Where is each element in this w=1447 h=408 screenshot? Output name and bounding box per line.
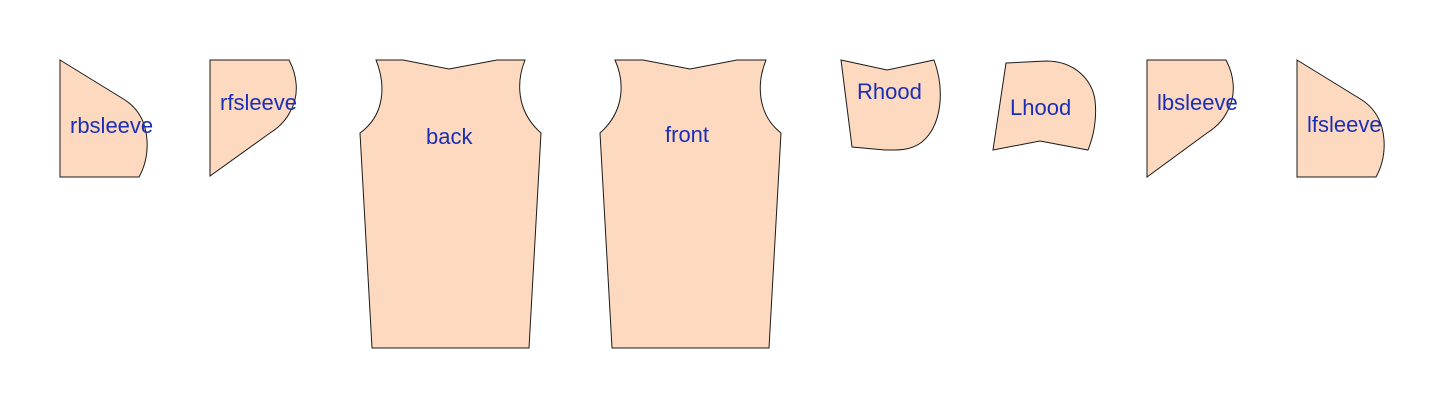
piece-rfsleeve-label: rfsleeve — [220, 90, 297, 115]
piece-rhood[interactable]: Rhood — [840, 59, 941, 151]
piece-lhood[interactable]: Lhood — [992, 60, 1097, 151]
piece-lbsleeve-label: lbsleeve — [1157, 90, 1238, 115]
piece-rhood-shape — [840, 59, 941, 151]
piece-back-label: back — [426, 124, 473, 149]
piece-front[interactable]: front — [599, 59, 782, 349]
piece-back[interactable]: back — [359, 59, 542, 349]
piece-front-shape — [599, 59, 782, 349]
piece-lfsleeve-shape — [1296, 59, 1385, 178]
piece-lfsleeve[interactable]: lfsleeve — [1296, 59, 1385, 178]
piece-rbsleeve[interactable]: rbsleeve — [59, 59, 153, 178]
piece-lbsleeve[interactable]: lbsleeve — [1146, 59, 1238, 178]
piece-lfsleeve-label: lfsleeve — [1307, 112, 1382, 137]
piece-front-label: front — [665, 122, 709, 147]
piece-rfsleeve-shape — [209, 59, 297, 177]
piece-back-shape — [359, 59, 542, 349]
piece-lbsleeve-shape — [1146, 59, 1234, 178]
piece-lhood-shape — [992, 60, 1097, 151]
piece-rbsleeve-label: rbsleeve — [70, 113, 153, 138]
piece-rbsleeve-shape — [59, 59, 148, 178]
piece-lhood-label: Lhood — [1010, 95, 1071, 120]
piece-rfsleeve[interactable]: rfsleeve — [209, 59, 297, 177]
piece-rhood-label: Rhood — [857, 79, 922, 104]
